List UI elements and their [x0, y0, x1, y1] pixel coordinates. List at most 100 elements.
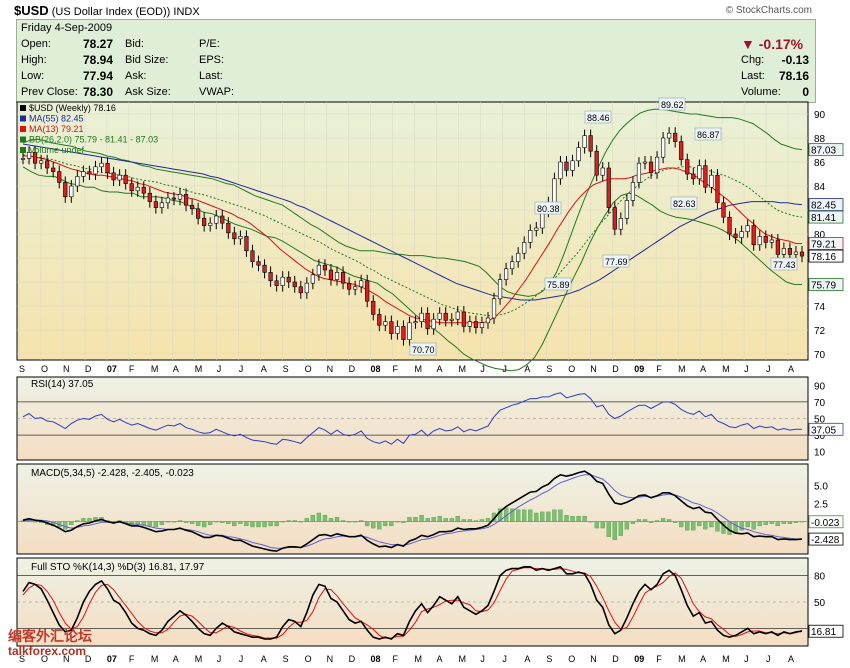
price-annotation-box [544, 277, 572, 291]
candle-body [69, 185, 74, 198]
x-tick-label: 09 [634, 364, 644, 374]
price-tick-label: 86 [814, 158, 826, 169]
macd-histogram-bar [226, 521, 231, 524]
candle-body [739, 231, 744, 238]
candle-body [401, 326, 406, 340]
macd-right-label-box [808, 532, 844, 546]
candle-body [395, 326, 400, 334]
bb-lower-line [22, 166, 803, 372]
macd-histogram-bar [443, 518, 448, 522]
open-label: Open: [21, 38, 51, 50]
rsi-tick-label: 50 [814, 415, 826, 426]
candle-body [685, 159, 690, 175]
candle-body [383, 321, 388, 326]
candle-body [377, 314, 382, 326]
quote-date: Friday 4-Sep-2009 [21, 22, 113, 34]
candle-body [727, 216, 732, 235]
price-right-label: 78.16 [811, 252, 836, 263]
macd-histogram-bar [135, 521, 140, 524]
candle-body [32, 152, 38, 164]
x-tick-label: A [788, 364, 794, 374]
price-right-label: 75.79 [811, 281, 836, 292]
candle-body [407, 322, 412, 340]
prev-close-label: Prev Close: [21, 86, 78, 98]
bottom-x-tick-label: J [480, 654, 485, 664]
macd-histogram-bar [570, 516, 575, 522]
legend-swatch [20, 105, 26, 111]
candle-body [322, 264, 328, 271]
candle-body [600, 167, 605, 176]
macd-histogram-bar [660, 518, 666, 522]
candle-body [636, 162, 642, 183]
macd-histogram-bar [32, 521, 38, 523]
price-tick-label: 84 [814, 182, 826, 193]
rsi-title: RSI(14) 37.05 [31, 379, 94, 390]
candle-body [51, 167, 56, 172]
macd-histogram-bar [449, 518, 454, 522]
macd-histogram-bar [425, 518, 430, 522]
candle-body [703, 165, 708, 188]
candle-body [721, 202, 726, 218]
macd-histogram-bar [685, 521, 690, 531]
candle-body [473, 321, 479, 328]
price-right-label-box [808, 143, 844, 157]
macd-histogram-bar [588, 521, 593, 523]
x-tick-label: O [305, 364, 312, 374]
bottom-x-tick-label: M [458, 654, 466, 664]
rsi-tick-label: 90 [814, 381, 826, 392]
legend-swatch [20, 126, 26, 132]
chg-value: -0.13 [781, 53, 809, 67]
x-tick-label: A [261, 364, 267, 374]
x-tick-label: M [151, 364, 159, 374]
macd-histogram-bar [745, 521, 750, 528]
candle-body [697, 165, 702, 180]
candle-body [328, 269, 334, 280]
ask-label: Ask: [125, 70, 147, 82]
candle-body [793, 251, 799, 255]
price-right-label: 82.45 [811, 201, 836, 212]
chart-header: $USD (US Dollar Index (EOD)) INDX [14, 3, 200, 18]
legend-entry: Volume undef [29, 145, 85, 155]
price-annotation-label: 70.70 [412, 345, 435, 355]
low-value: 77.94 [83, 69, 114, 83]
candle-body [606, 167, 611, 208]
bottom-x-tick-label: 09 [634, 654, 644, 664]
candle-body [310, 274, 315, 284]
macd-histogram-bar [781, 521, 787, 524]
candle-body [648, 161, 654, 174]
watermark-text: 编客外汇论坛 [8, 628, 92, 644]
sto-tick-label: 50 [814, 598, 826, 609]
macd-histogram-bar [165, 521, 171, 523]
candle-body [238, 236, 243, 240]
bottom-x-tick-label: O [568, 654, 575, 664]
macd-histogram-bar [757, 521, 762, 527]
bottom-x-tick-label: A [788, 654, 794, 664]
down-triangle-icon: ▼ [741, 36, 755, 52]
macd-histogram-bar [528, 509, 533, 522]
macd-histogram-bar [485, 518, 491, 522]
macd-histogram-bar [703, 521, 708, 530]
candle-body [256, 261, 261, 266]
candle-body [292, 281, 297, 288]
x-tick-label: N [63, 364, 70, 374]
volume-value: 0 [802, 85, 809, 99]
candle-body [673, 132, 678, 142]
candle-body [769, 239, 774, 243]
candle-body [437, 312, 442, 320]
candle-body [449, 318, 454, 321]
candle-body [624, 200, 629, 219]
prev-close-value: 78.30 [83, 85, 114, 99]
bottom-x-tick-label: J [239, 654, 244, 664]
macd-histogram-bar [666, 519, 672, 522]
candle-body [425, 312, 430, 330]
macd-histogram-bar [437, 516, 442, 522]
bottom-x-tick-label: A [436, 654, 442, 664]
macd-title: MACD(5,34,5) -2.428, -2.405, -0.023 [31, 468, 194, 479]
macd-tick-label: 5.0 [814, 482, 828, 493]
candle-body [419, 312, 424, 322]
macd-histogram-bar [799, 521, 805, 523]
candle-body [147, 192, 152, 202]
candle-body [26, 152, 32, 159]
candle-body [87, 171, 92, 175]
